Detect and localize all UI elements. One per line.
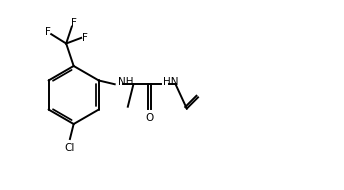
Text: Cl: Cl: [65, 143, 75, 153]
Text: F: F: [44, 27, 50, 37]
Text: F: F: [71, 18, 77, 28]
Text: NH: NH: [118, 77, 134, 87]
Text: O: O: [146, 113, 154, 123]
Text: HN: HN: [163, 77, 179, 87]
Text: F: F: [82, 33, 88, 43]
